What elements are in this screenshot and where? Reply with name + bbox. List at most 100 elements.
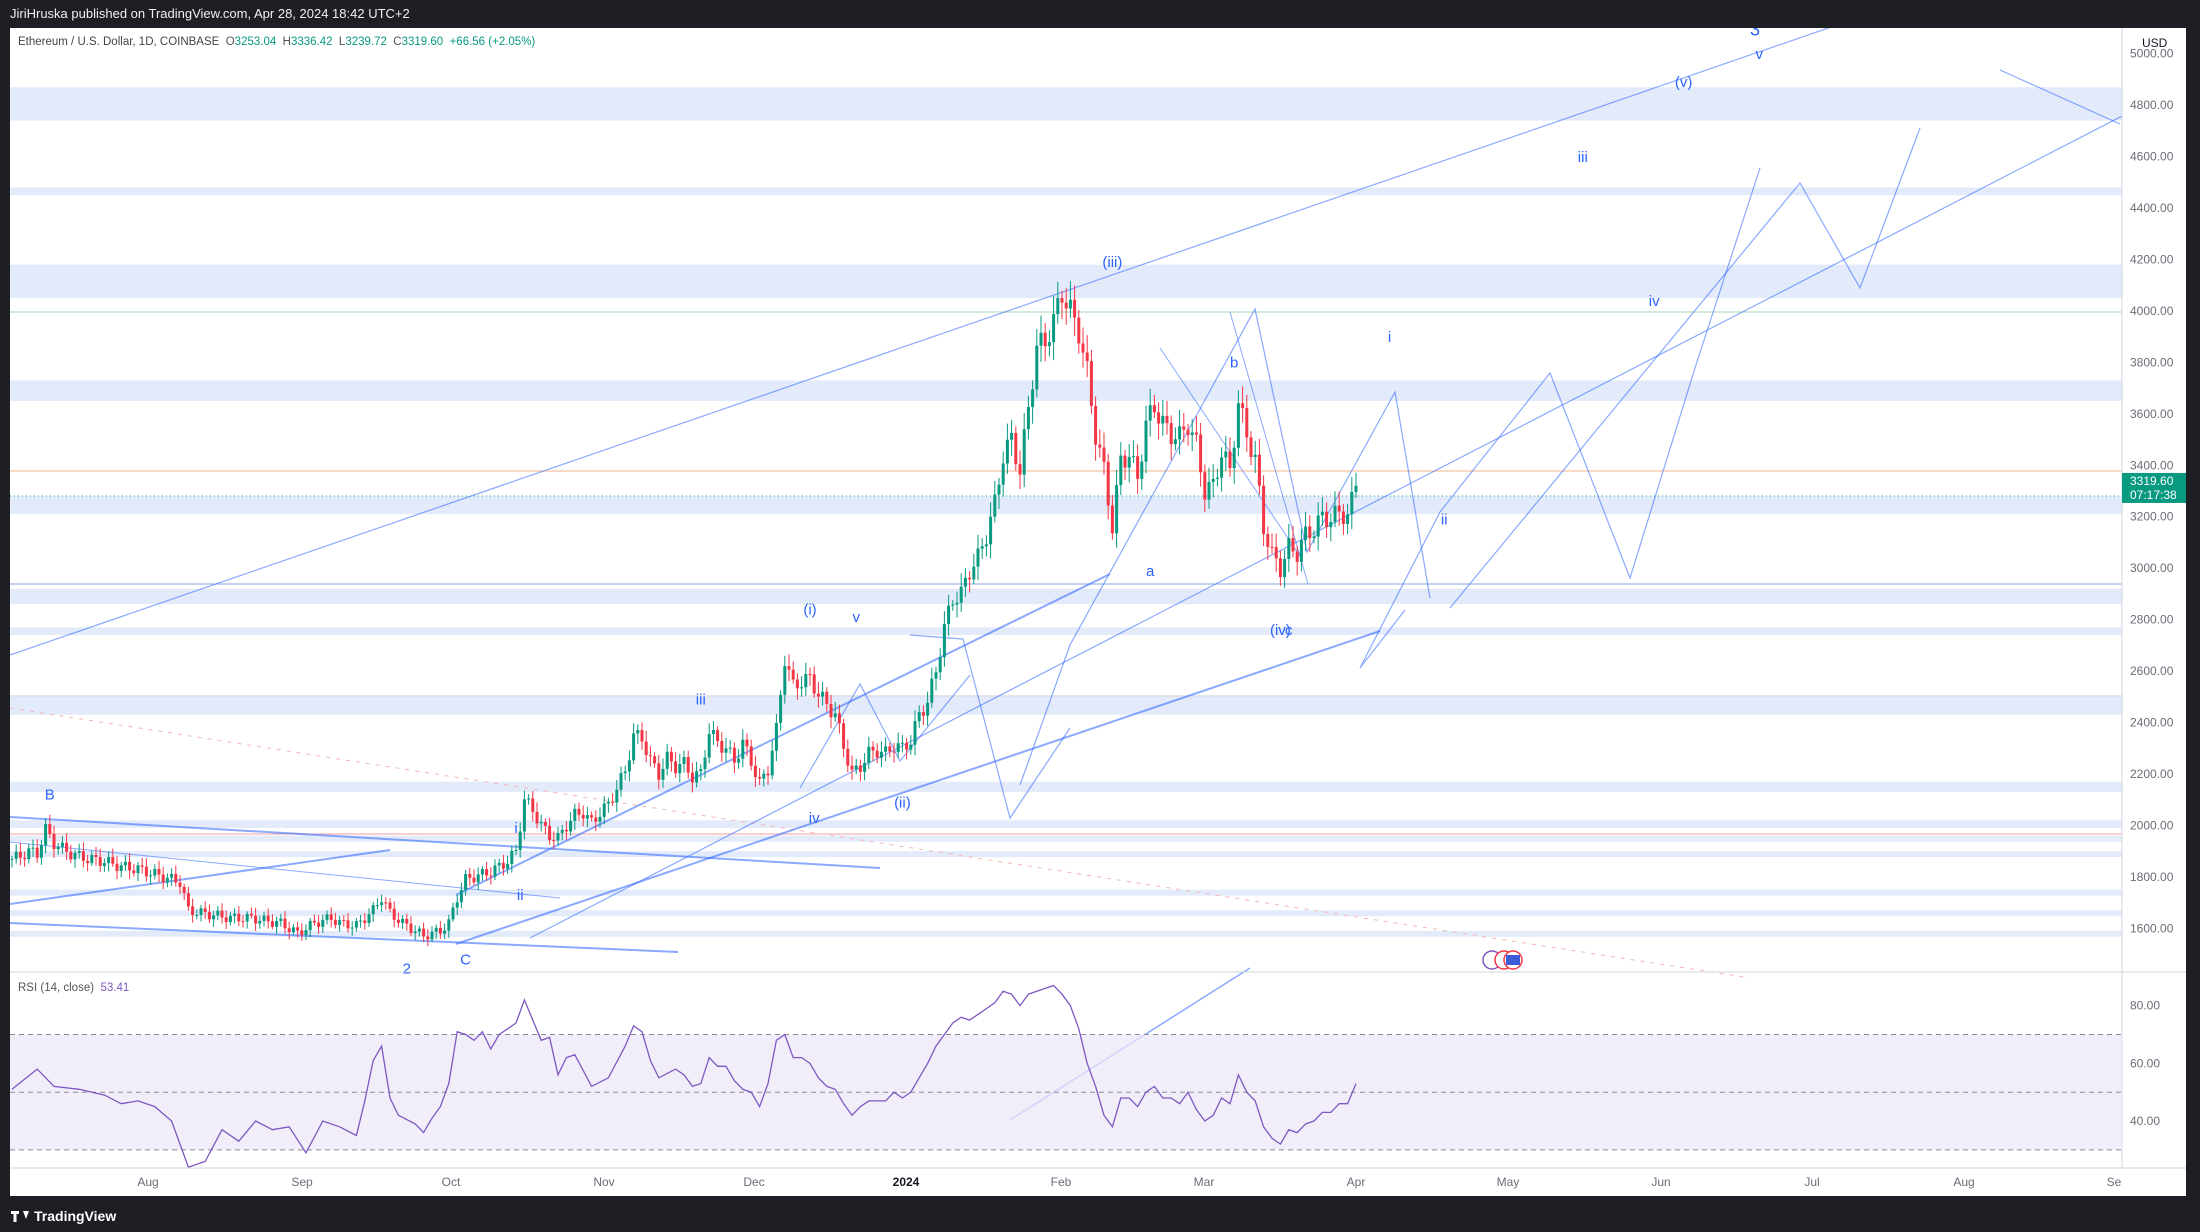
candle-body: [1194, 432, 1198, 435]
candle-body: [611, 801, 615, 803]
rsi-label: RSI (14, close): [18, 982, 95, 994]
candle-body: [833, 713, 837, 718]
candle-body: [111, 857, 115, 864]
candle-body: [203, 908, 207, 912]
candle-body: [955, 602, 959, 605]
candle-body: [241, 921, 245, 923]
candle-body: [564, 829, 568, 832]
time-tick-label: Oct: [442, 1175, 461, 1189]
price-tick-label: 1800.00: [2130, 870, 2174, 884]
candle-body: [846, 748, 850, 766]
sr-zone: [10, 889, 2122, 896]
candle-body: [1161, 415, 1165, 424]
sr-zone: [10, 380, 2122, 401]
price-axis[interactable]: USD 1600.00 1800.00 2000.00 2200.00 2400.00 26…: [2121, 28, 2186, 1168]
candle-body: [1152, 405, 1156, 413]
candle-body: [1329, 521, 1333, 528]
price-tick-label: 1600.00: [2130, 921, 2174, 935]
candle-body: [35, 847, 39, 858]
event-icons[interactable]: [1482, 950, 1523, 970]
candle-body: [199, 908, 203, 915]
wave-label: B: [45, 787, 55, 804]
price-tick-label: 3800.00: [2130, 355, 2174, 369]
candle-body: [216, 910, 220, 916]
candle-body: [1140, 461, 1144, 479]
candle-body: [510, 850, 514, 864]
candle-body: [1203, 472, 1207, 500]
close-value: 3319.60: [401, 36, 444, 48]
candle-body: [648, 755, 652, 757]
sr-zone: [10, 851, 2122, 858]
candle-body: [422, 928, 426, 937]
candle-body: [472, 877, 476, 883]
rsi-tick-label: 40.00: [2130, 1114, 2160, 1128]
candle-body: [1123, 455, 1127, 468]
candle-body: [871, 746, 875, 751]
time-tick-label: 2024: [893, 1175, 920, 1189]
candle-body: [1110, 505, 1114, 534]
candle-body: [304, 930, 308, 936]
candle-body: [354, 921, 358, 928]
candle-body: [585, 815, 589, 819]
candle-body: [993, 494, 997, 517]
candle-body: [1026, 407, 1030, 430]
candle-body: [1291, 538, 1295, 552]
candle-body: [615, 789, 619, 803]
candle-body: [821, 691, 825, 697]
candle-body: [455, 902, 459, 908]
candle-body: [825, 691, 829, 704]
candle-body: [602, 803, 606, 817]
candle-body: [686, 756, 690, 773]
candle-body: [359, 920, 363, 922]
candle-body: [459, 890, 463, 903]
candle-body: [543, 822, 547, 826]
publish-header: JiriHruska published on TradingView.com,…: [0, 0, 2200, 28]
candle-body: [1270, 546, 1274, 548]
candle-body: [1010, 432, 1014, 440]
candle-body: [115, 863, 119, 871]
candle-body: [73, 852, 77, 860]
candle-body: [279, 918, 283, 922]
candle-body: [913, 721, 917, 745]
candle-body: [1346, 514, 1350, 524]
price-tick-label: 3000.00: [2130, 561, 2174, 575]
candle-body: [640, 729, 644, 742]
brand-name: TradingView: [34, 1208, 117, 1224]
candle-body: [989, 516, 993, 545]
candle-body: [1098, 444, 1102, 448]
candle-body: [1241, 403, 1245, 409]
candle-body: [569, 820, 573, 832]
candle-body: [581, 814, 585, 819]
candle-body: [577, 808, 581, 815]
candle-body: [476, 874, 480, 883]
symbol-name: Ethereum / U.S. Dollar, 1D, COINBASE: [18, 36, 220, 48]
candle-body: [1224, 451, 1228, 458]
wave-label: (iii): [1102, 254, 1122, 271]
sr-zone: [10, 187, 2122, 196]
time-tick-label: Nov: [593, 1175, 614, 1189]
candle-body: [1047, 342, 1051, 347]
candle-body: [447, 919, 451, 931]
candle-body: [934, 672, 938, 679]
candle-body: [1207, 481, 1211, 500]
candle-body: [711, 730, 715, 734]
candle-body: [804, 674, 808, 688]
wave-label: ii: [1441, 511, 1448, 528]
tradingview-logo-icon: [11, 1211, 29, 1222]
time-axis[interactable]: Aug Sep Oct Nov Dec 2024 Feb Mar Apr May Jun Jul Aug…: [10, 1167, 2186, 1196]
candle-body: [1220, 457, 1224, 478]
candle-body: [60, 842, 64, 847]
change-value: +66.56 (+2.05%): [449, 36, 536, 48]
candle-body: [968, 577, 972, 580]
candle-body: [1341, 511, 1345, 524]
candle-body: [1182, 426, 1186, 430]
candle-body: [674, 761, 678, 774]
candle-body: [144, 866, 148, 877]
time-tick-label: May: [1497, 1175, 1520, 1189]
sr-zone: [10, 910, 2122, 917]
reference-lines: [9, 311, 2122, 979]
candle-body: [245, 913, 249, 922]
